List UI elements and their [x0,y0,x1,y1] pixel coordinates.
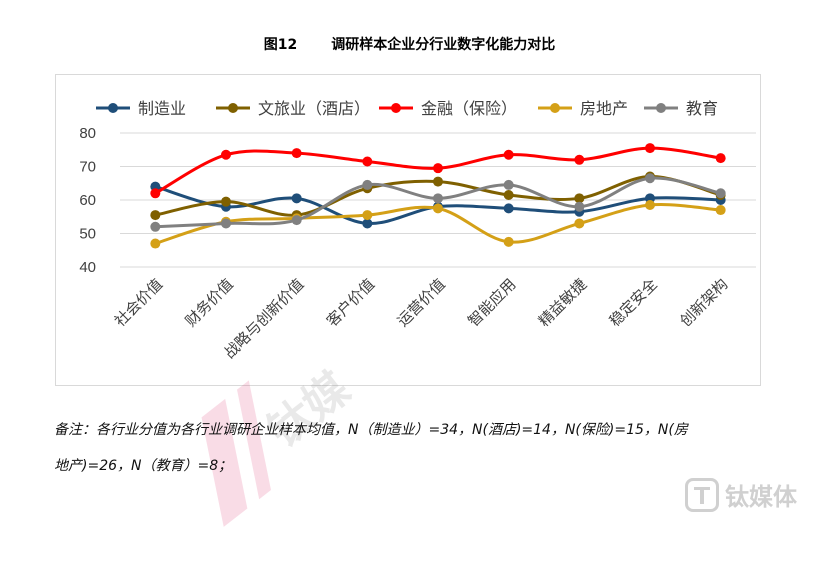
data-point [645,173,655,184]
legend-swatch-marker [656,103,666,113]
data-point [645,200,655,211]
data-point [291,148,302,159]
x-tick-label: 精益敏捷 [535,275,590,330]
y-tick-label: 50 [79,226,96,243]
data-point [503,179,514,190]
legend-item: 教育 [644,99,718,118]
legend-swatch-marker [391,103,401,113]
data-point [433,193,443,204]
x-tick-label: 智能应用 [464,275,519,330]
x-tick-label: 创新架构 [676,275,731,330]
y-tick-label: 80 [79,125,96,142]
figure-title: 图12 调研样本企业分行业数字化能力对比 [0,34,819,54]
x-tick-label: 客户价值 [323,275,378,330]
x-tick-label: 稳定安全 [606,275,661,330]
data-point [221,218,231,229]
brand-logo-icon [685,477,719,512]
legend-swatch-marker [228,103,238,113]
y-tick-label: 40 [79,259,96,276]
data-point [645,143,655,154]
data-point [503,149,514,160]
chart-frame: 40 50 60 70 80 社会价值 财务价值 战略与创新价值 客户价值 运营价值 智能应用 精益敏… [55,74,761,386]
legend-label: 制造业 [138,99,186,118]
brand-logo-text: 钛媒体 [725,483,797,511]
y-tick-label: 70 [79,159,96,176]
legend-swatch-marker [550,103,560,113]
data-point [715,188,726,199]
data-point [574,218,585,229]
watermark-diagonal: 钛媒 [142,315,398,564]
legend-item: 金融（保险） [379,99,517,118]
data-point [574,201,585,212]
data-point [362,156,373,167]
legend-swatch-marker [108,103,118,113]
data-point [362,179,373,190]
data-point [362,210,373,221]
data-point [433,163,443,174]
figure-number: 图12 [263,37,298,53]
footnote-line-2: 地产)=26，N（教育）=8； [54,458,233,474]
data-point [503,236,514,247]
data-point [150,238,161,249]
data-point [291,215,302,226]
legend-label: 金融（保险） [421,99,517,118]
legend-item: 房地产 [538,99,628,118]
y-tick-label: 60 [79,192,96,209]
data-point [150,221,161,232]
data-point [150,188,161,199]
legend-label: 房地产 [580,99,628,118]
data-point [715,153,726,164]
legend-item: 文旅业（酒店） [216,99,370,118]
x-tick-label: 社会价值 [111,275,166,330]
x-tick-label: 运营价值 [394,275,449,330]
data-point [433,203,443,214]
data-point [715,205,726,216]
data-point [150,210,161,221]
footnote-line-1: 备注：各行业分值为各行业调研企业样本均值，N（制造业）=34，N(酒店)=14，… [54,422,688,438]
data-point [291,193,302,204]
data-point [362,218,373,229]
data-point [574,154,585,165]
data-point [221,196,231,207]
figure-title-text: 调研样本企业分行业数字化能力对比 [331,37,556,53]
data-point [433,176,443,187]
x-tick-label: 财务价值 [182,275,237,330]
data-point [503,189,514,200]
data-point [221,149,231,160]
legend-item: 制造业 [96,99,186,118]
legend-label: 教育 [686,99,718,118]
data-point [574,193,585,204]
footnote: 备注：各行业分值为各行业调研企业样本均值，N（制造业）=34，N(酒店)=14，… [54,412,794,484]
legend-label: 文旅业（酒店） [258,99,370,118]
brand-logo: 钛媒体 [685,477,797,512]
data-point [503,203,514,214]
